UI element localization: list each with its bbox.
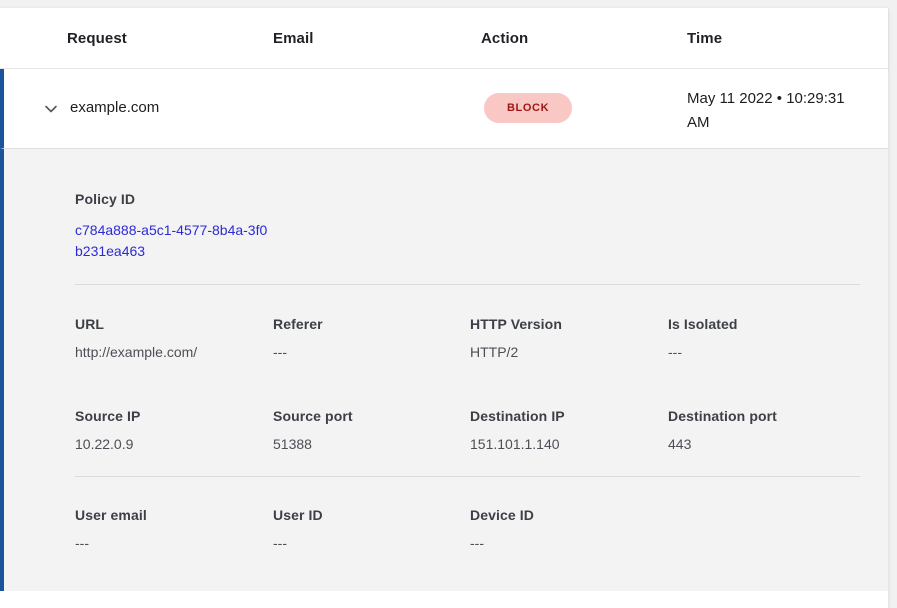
field-label: Source IP (75, 408, 141, 424)
field-label: HTTP Version (470, 316, 562, 332)
divider (75, 476, 860, 477)
field-user-email: User email --- (75, 507, 273, 551)
column-header-email: Email (273, 30, 314, 47)
table-header: Request Email Action Time (0, 8, 888, 69)
chevron-down-icon[interactable] (42, 100, 60, 118)
field-value: --- (273, 535, 287, 551)
field-referer: Referer --- (273, 316, 470, 360)
policy-id-label: Policy ID (75, 191, 136, 207)
column-header-action: Action (481, 30, 529, 47)
field-value: --- (273, 344, 287, 360)
field-value: 151.101.1.140 (470, 436, 560, 452)
column-header-time: Time (687, 30, 723, 47)
time-value: May 11 2022 • 10:29:31 AM (687, 90, 845, 131)
field-url: URL http://example.com/ (75, 316, 273, 360)
field-value: 51388 (273, 436, 312, 452)
log-row[interactable]: example.com BLOCK May 11 2022 • 10:29:31… (0, 69, 888, 149)
field-destination-port: Destination port 443 (668, 408, 860, 452)
field-label: Is Isolated (668, 316, 738, 332)
field-is-isolated: Is Isolated --- (668, 316, 860, 360)
detail-panel: Policy ID c784a888-a5c1-4577-8b4a-3f0b23… (0, 149, 888, 591)
field-value: HTTP/2 (470, 344, 519, 360)
field-value: --- (75, 535, 89, 551)
field-label: User ID (273, 507, 323, 523)
field-label: User email (75, 507, 147, 523)
field-source-ip: Source IP 10.22.0.9 (75, 408, 273, 452)
field-label: URL (75, 316, 105, 332)
policy-id-link[interactable]: c784a888-a5c1-4577-8b4a-3f0b231ea463 (75, 222, 268, 259)
field-destination-ip: Destination IP 151.101.1.140 (470, 408, 668, 452)
column-header-request: Request (67, 30, 127, 47)
field-value: 10.22.0.9 (75, 436, 134, 452)
field-http-version: HTTP Version HTTP/2 (470, 316, 668, 360)
field-user-id: User ID --- (273, 507, 470, 551)
field-value: 443 (668, 436, 692, 452)
log-table-card: Request Email Action Time example.com BL… (0, 8, 888, 608)
field-label: Referer (273, 316, 323, 332)
field-value: --- (470, 535, 484, 551)
detail-fields-row-3: User email --- User ID --- Device ID --- (75, 507, 860, 551)
field-value: http://example.com/ (75, 344, 198, 360)
field-label: Source port (273, 408, 353, 424)
detail-fields-row-2: Source IP 10.22.0.9 Source port 51388 De… (75, 408, 860, 452)
request-value: example.com (70, 99, 160, 116)
field-label: Device ID (470, 507, 534, 523)
divider (75, 284, 860, 285)
policy-id-section: Policy ID c784a888-a5c1-4577-8b4a-3f0b23… (75, 191, 860, 262)
field-label: Destination IP (470, 408, 565, 424)
field-value: --- (668, 344, 682, 360)
field-label: Destination port (668, 408, 777, 424)
action-block-badge: BLOCK (484, 93, 573, 123)
field-device-id: Device ID --- (470, 507, 668, 551)
detail-fields-row-1: URL http://example.com/ Referer --- HTTP… (75, 316, 860, 360)
field-source-port: Source port 51388 (273, 408, 470, 452)
